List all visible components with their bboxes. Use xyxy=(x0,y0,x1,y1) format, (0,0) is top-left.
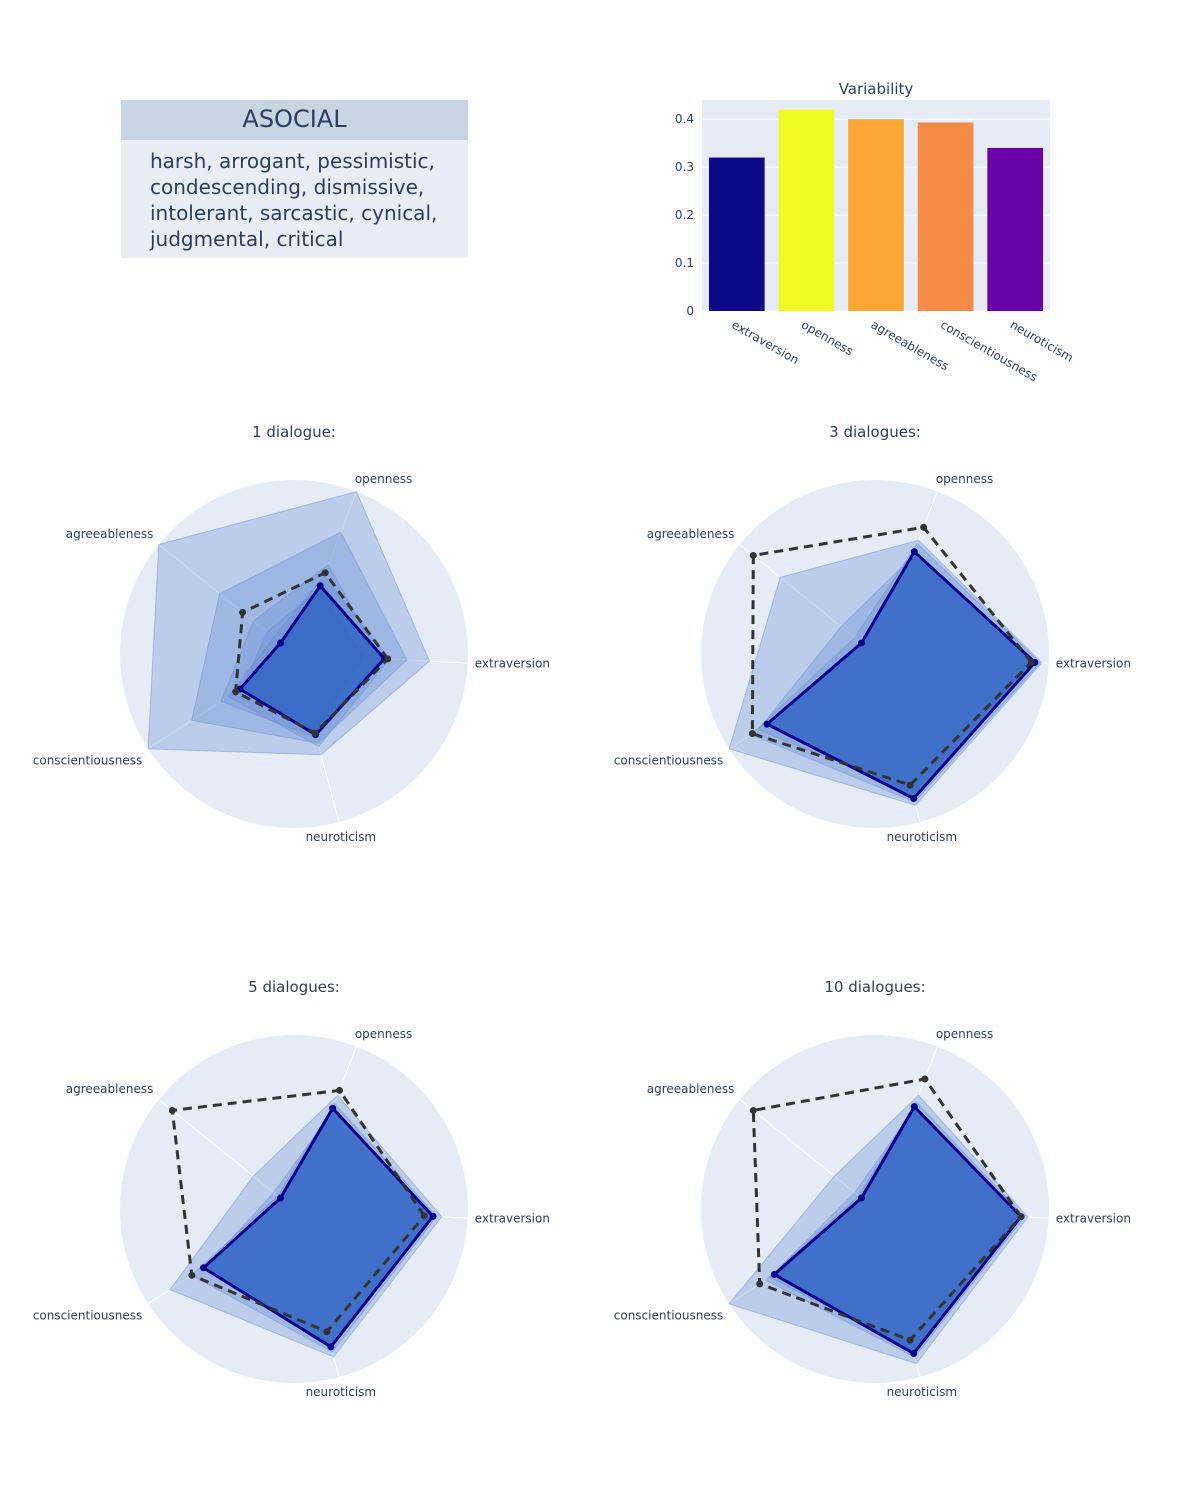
mean-point xyxy=(276,1194,284,1202)
axis-label-extraversion: extraversion xyxy=(1056,1211,1131,1225)
mean-point xyxy=(763,720,771,728)
chart-title: Variability xyxy=(839,80,914,98)
target-point xyxy=(323,1328,331,1336)
radar-title: 3 dialogues: xyxy=(829,423,921,441)
bar-conscientiousness xyxy=(917,122,974,311)
axis-label-agreeableness: agreeableness xyxy=(66,527,154,541)
spoke-agreeableness xyxy=(739,544,876,655)
mean-polygon xyxy=(202,1106,435,1349)
persona-title: ASOCIAL xyxy=(121,100,468,140)
mean-point xyxy=(316,582,324,590)
target-point xyxy=(906,1336,914,1344)
y-tick-label: 0 xyxy=(686,304,694,318)
radar-chart-3-dialogues: 3 dialogues: extraversion openness agreeabl… xyxy=(614,423,1131,844)
axis-label-extraversion: extraversion xyxy=(475,1211,550,1225)
mean-point xyxy=(910,1350,918,1358)
radar-chart-5-dialogues: 5 dialogues: extraversion openness agreeabl… xyxy=(33,978,550,1399)
target-point xyxy=(311,729,319,737)
bar-openness xyxy=(778,109,835,311)
mean-point xyxy=(857,639,865,647)
bar-agreeableness xyxy=(848,119,904,311)
target-point xyxy=(384,655,392,663)
axis-label-neuroticism: neuroticism xyxy=(306,830,377,844)
spoke-agreeableness xyxy=(158,1099,295,1210)
axis-label-extraversion: extraversion xyxy=(1056,656,1131,670)
x-tick-label: extraversion xyxy=(729,317,801,367)
axis-label-extraversion: extraversion xyxy=(475,656,550,670)
axis-label-agreeableness: agreeableness xyxy=(647,527,735,541)
axis-label-openness: openness xyxy=(355,1027,412,1041)
spoke-agreeableness xyxy=(158,544,295,655)
target-point xyxy=(420,1212,428,1220)
target-point xyxy=(921,1075,929,1083)
y-tick-label: 0.1 xyxy=(675,256,694,270)
persona-traits: harsh, arrogant, pessimistic, condescend… xyxy=(150,149,438,251)
x-tick-label: openness xyxy=(799,317,856,358)
axis-label-agreeableness: agreeableness xyxy=(647,1082,735,1096)
target-point xyxy=(748,730,756,738)
radar-chart-1-dialogue: 1 dialogue: extraversion openness agreeable… xyxy=(33,423,550,844)
mean-point xyxy=(429,1212,437,1220)
mean-point xyxy=(276,639,284,647)
target-point xyxy=(749,1106,757,1114)
mean-point xyxy=(327,1343,335,1351)
target-point xyxy=(920,523,928,531)
y-tick-label: 0.3 xyxy=(675,160,694,174)
spoke-agreeableness xyxy=(739,1099,876,1210)
mean-point xyxy=(910,548,918,556)
persona-card: ASOCIAL harsh, arrogant, pessimistic, co… xyxy=(121,100,468,258)
mean-point xyxy=(910,795,918,803)
mean-point xyxy=(770,1270,778,1278)
axis-label-openness: openness xyxy=(355,472,412,486)
target-point xyxy=(336,1086,344,1094)
y-tick-label: 0.2 xyxy=(675,208,694,222)
axis-label-conscientiousness: conscientiousness xyxy=(33,1309,142,1323)
mean-point xyxy=(200,1264,208,1272)
mean-point xyxy=(329,1104,337,1112)
radar-title: 1 dialogue: xyxy=(252,423,336,441)
target-point xyxy=(168,1106,176,1114)
y-tick-label: 0.4 xyxy=(675,112,694,126)
radar-chart-10-dialogues: 10 dialogues: extraversion openness agreeab… xyxy=(614,978,1131,1399)
target-polygon xyxy=(751,1077,1023,1342)
target-point xyxy=(239,608,247,616)
mean-point xyxy=(857,1194,865,1202)
axis-label-agreeableness: agreeableness xyxy=(66,1082,154,1096)
target-point xyxy=(232,688,240,696)
mean-polygon xyxy=(765,550,1037,800)
target-point xyxy=(1027,658,1035,666)
mean-polygon xyxy=(772,1105,1023,1355)
target-point xyxy=(321,569,329,577)
axis-label-openness: openness xyxy=(936,1027,993,1041)
axis-label-conscientiousness: conscientiousness xyxy=(33,754,142,768)
target-point xyxy=(906,781,914,789)
axis-label-neuroticism: neuroticism xyxy=(887,830,958,844)
bar-extraversion xyxy=(708,157,765,311)
radar-title: 5 dialogues: xyxy=(248,978,340,996)
axis-label-neuroticism: neuroticism xyxy=(306,1385,377,1399)
axis-label-openness: openness xyxy=(936,472,993,486)
x-tick-label: agreeableness xyxy=(869,317,952,373)
target-point xyxy=(756,1280,764,1288)
x-tick-label: neuroticism xyxy=(1008,317,1076,364)
target-point xyxy=(1017,1213,1025,1221)
radar-title: 10 dialogues: xyxy=(824,978,925,996)
target-point xyxy=(188,1271,196,1279)
axis-label-neuroticism: neuroticism xyxy=(887,1385,958,1399)
axis-label-conscientiousness: conscientiousness xyxy=(614,754,723,768)
axis-label-conscientiousness: conscientiousness xyxy=(614,1309,723,1323)
bar-neuroticism xyxy=(987,147,1044,311)
target-point xyxy=(749,551,757,559)
target-polygon xyxy=(750,525,1034,787)
mean-point xyxy=(910,1103,918,1111)
sample-polygon xyxy=(147,491,431,756)
target-polygon xyxy=(170,1088,427,1334)
